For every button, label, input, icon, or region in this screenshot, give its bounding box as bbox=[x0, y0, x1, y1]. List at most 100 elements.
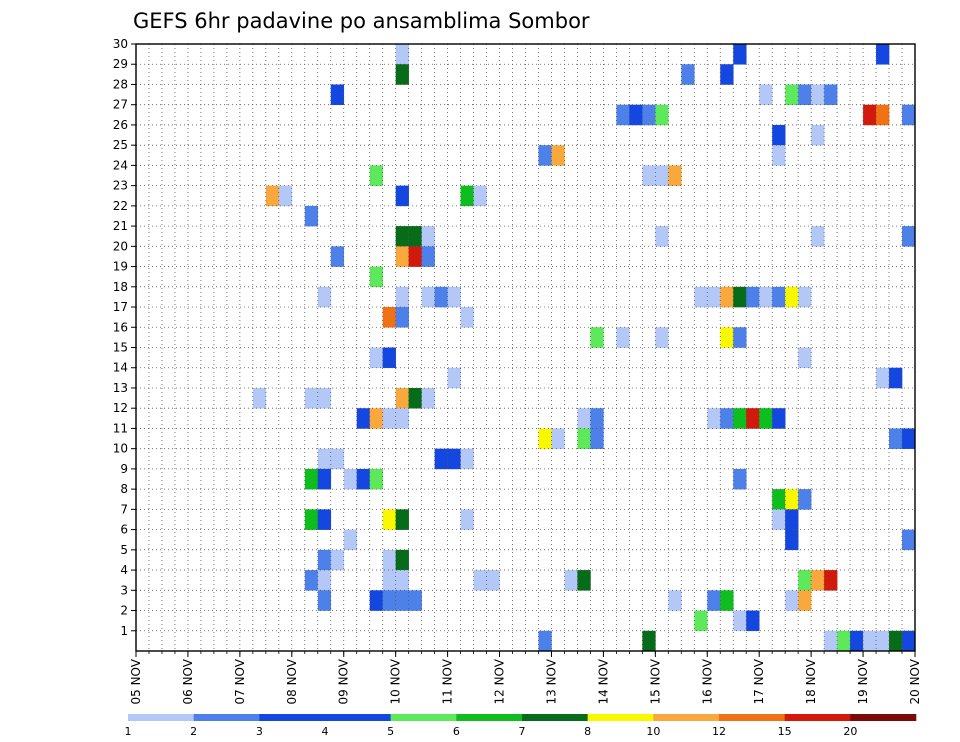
heatmap-cell bbox=[551, 428, 565, 449]
heatmap-cell bbox=[395, 408, 409, 429]
heatmap-cell bbox=[876, 104, 890, 126]
heatmap-cell bbox=[733, 327, 747, 348]
heatmap-cell bbox=[720, 327, 734, 348]
legend-label: 7 bbox=[519, 725, 526, 738]
heatmap-cell bbox=[655, 327, 669, 348]
heatmap-cell bbox=[902, 630, 916, 652]
y-tick-label: 7 bbox=[120, 502, 128, 516]
legend-swatch bbox=[325, 714, 391, 721]
legend-swatch bbox=[719, 714, 785, 721]
heatmap-cell bbox=[369, 590, 383, 611]
heatmap-cell bbox=[304, 468, 319, 490]
heatmap-cell bbox=[434, 286, 448, 308]
heatmap-cell bbox=[720, 408, 734, 429]
heatmap-cell bbox=[317, 590, 332, 611]
legend-label: 12 bbox=[712, 725, 726, 738]
heatmap-cell bbox=[564, 570, 578, 591]
y-tick-label: 11 bbox=[113, 421, 128, 435]
y-axis-ticks: 1234567891011121314151617181920212223242… bbox=[113, 37, 136, 638]
heatmap-cell bbox=[863, 630, 877, 652]
legend-label: 10 bbox=[646, 725, 660, 738]
heatmap-cell bbox=[785, 286, 799, 308]
legend-swatch bbox=[784, 714, 851, 721]
legend-swatch bbox=[850, 714, 917, 721]
heatmap-cell bbox=[395, 44, 409, 65]
heatmap-cell bbox=[408, 590, 422, 611]
heatmap-cell bbox=[694, 286, 708, 308]
y-tick-label: 6 bbox=[120, 523, 128, 537]
heatmap-cell bbox=[889, 630, 903, 652]
y-tick-label: 16 bbox=[113, 320, 128, 334]
heatmap-cell bbox=[785, 509, 799, 530]
heatmap-cell bbox=[395, 570, 409, 591]
x-tick-label: 16 NOV bbox=[700, 658, 714, 704]
heatmap-cell bbox=[876, 630, 890, 652]
heatmap-cell bbox=[746, 408, 760, 429]
y-tick-label: 15 bbox=[113, 341, 128, 355]
legend-swatch bbox=[456, 714, 523, 721]
heatmap-cell bbox=[889, 367, 903, 389]
y-tick-label: 1 bbox=[120, 624, 128, 638]
y-tick-label: 23 bbox=[113, 179, 128, 193]
heatmap-cell bbox=[902, 226, 916, 247]
y-tick-label: 22 bbox=[113, 199, 128, 213]
y-tick-label: 24 bbox=[113, 158, 128, 172]
y-tick-label: 21 bbox=[113, 219, 128, 233]
x-tick-label: 18 NOV bbox=[804, 658, 818, 704]
heatmap-cell bbox=[837, 630, 851, 652]
heatmap-cell bbox=[772, 489, 786, 510]
heatmap-cell bbox=[395, 509, 409, 530]
heatmap-cell bbox=[330, 448, 345, 470]
heatmap-cell bbox=[317, 286, 332, 308]
y-tick-label: 13 bbox=[113, 381, 128, 395]
heatmap-cell bbox=[408, 226, 422, 247]
heatmap-cell bbox=[811, 84, 825, 105]
heatmap-cell bbox=[369, 347, 383, 369]
x-tick-label: 08 NOV bbox=[285, 658, 299, 704]
heatmap-cell bbox=[577, 408, 591, 429]
heatmap-cell bbox=[395, 286, 409, 308]
heatmap-cell bbox=[538, 630, 552, 652]
heatmap-cell bbox=[642, 104, 656, 126]
legend-swatch bbox=[522, 714, 588, 721]
heatmap-cell bbox=[785, 84, 799, 105]
heatmap-cell bbox=[707, 408, 721, 429]
x-tick-label: 05 NOV bbox=[129, 658, 143, 704]
heatmap-cell bbox=[395, 387, 409, 409]
heatmap-cell bbox=[902, 428, 916, 449]
heatmap-cell bbox=[824, 84, 838, 105]
heatmap-cell bbox=[395, 549, 409, 571]
heatmap-cell bbox=[382, 570, 396, 591]
heatmap-cell bbox=[616, 327, 630, 348]
legend-label: 5 bbox=[387, 725, 394, 738]
heatmap-cell bbox=[798, 570, 812, 591]
heatmap-cell bbox=[811, 570, 825, 591]
heatmap-cell bbox=[707, 286, 721, 308]
legend-swatch bbox=[653, 714, 720, 721]
y-tick-label: 30 bbox=[113, 37, 128, 51]
heatmap-cell bbox=[278, 185, 293, 207]
heatmap-cell bbox=[863, 104, 877, 126]
legend-swatch bbox=[193, 714, 260, 721]
y-tick-label: 25 bbox=[113, 138, 128, 152]
y-tick-label: 4 bbox=[120, 563, 128, 577]
heatmap-cell bbox=[382, 549, 396, 571]
y-tick-label: 8 bbox=[120, 482, 128, 496]
heatmap-cell bbox=[707, 590, 721, 611]
y-tick-label: 20 bbox=[113, 239, 128, 253]
y-tick-label: 3 bbox=[120, 583, 128, 597]
y-tick-label: 2 bbox=[120, 604, 128, 618]
heatmap-cell bbox=[343, 529, 358, 551]
heatmap-cell bbox=[798, 489, 812, 510]
heatmap-cell bbox=[317, 387, 332, 409]
heatmap-cell bbox=[746, 610, 760, 632]
x-tick-label: 10 NOV bbox=[389, 658, 403, 704]
heatmap-cell bbox=[668, 590, 682, 611]
heatmap-cell bbox=[733, 610, 747, 632]
heatmap-cell bbox=[330, 549, 345, 571]
y-tick-label: 5 bbox=[120, 543, 128, 557]
y-tick-label: 10 bbox=[113, 442, 128, 456]
legend-label: 8 bbox=[584, 725, 591, 738]
heatmap-cell bbox=[577, 570, 591, 591]
heatmap-cell bbox=[460, 185, 474, 207]
